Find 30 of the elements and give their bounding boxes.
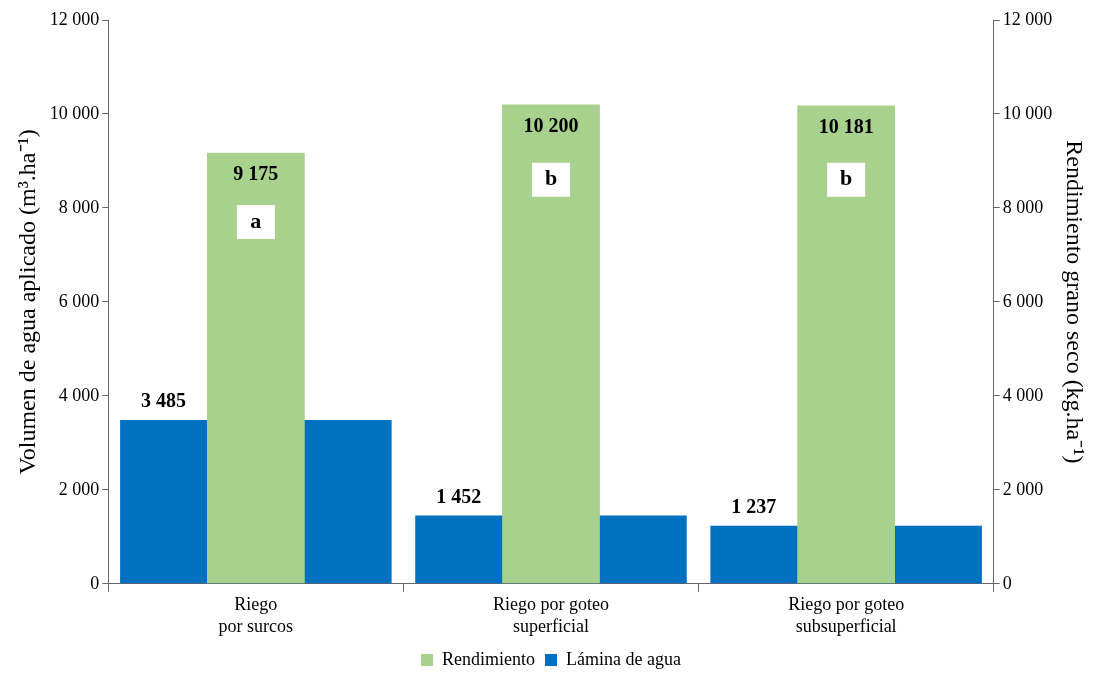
annotation: b bbox=[544, 165, 558, 191]
x-tick-label: Riego por goteo subsuperficial bbox=[788, 594, 905, 636]
y-axis-title: Volumen de agua aplicado (m³.ha⁻¹) bbox=[13, 129, 40, 475]
data-label: 1 452 bbox=[436, 484, 482, 507]
data-label: 9 175 bbox=[233, 161, 279, 184]
legend-label: Lámina de agua bbox=[566, 648, 681, 669]
y-tick-label: 8 000 bbox=[58, 196, 100, 217]
y-tick-label: 10 000 bbox=[49, 102, 100, 123]
data-label: 10 200 bbox=[523, 113, 579, 136]
x-tick-label: Riego por surcos bbox=[218, 594, 294, 636]
y2-tick-label: 6 000 bbox=[1002, 290, 1044, 311]
y2-tick-label: 0 bbox=[1002, 572, 1012, 593]
y-tick-label: 2 000 bbox=[58, 478, 100, 499]
y-tick-label: 6 000 bbox=[58, 290, 100, 311]
y2-tick-label: 8 000 bbox=[1002, 196, 1044, 217]
y2-axis-title: Rendimiento grano seco (kg.ha⁻¹) bbox=[1062, 140, 1089, 464]
y-tick-label: 0 bbox=[90, 572, 100, 593]
y2-tick-label: 10 000 bbox=[1002, 102, 1053, 123]
y-tick-label: 4 000 bbox=[58, 384, 100, 405]
data-label: 10 181 bbox=[818, 114, 874, 137]
y-tick-label: 12 000 bbox=[49, 8, 100, 29]
annotation: b bbox=[840, 165, 853, 191]
y2-tick-label: 2 000 bbox=[1002, 478, 1044, 499]
data-label: 1 237 bbox=[731, 494, 777, 517]
annotation: a bbox=[250, 207, 262, 233]
data-label: 3 485 bbox=[141, 389, 187, 412]
x-tick-label: Riego por goteo superficial bbox=[493, 594, 609, 636]
y2-tick-label: 4 000 bbox=[1002, 384, 1044, 405]
y2-tick-label: 12 000 bbox=[1002, 8, 1053, 29]
legend-label: Rendimiento bbox=[442, 648, 536, 669]
